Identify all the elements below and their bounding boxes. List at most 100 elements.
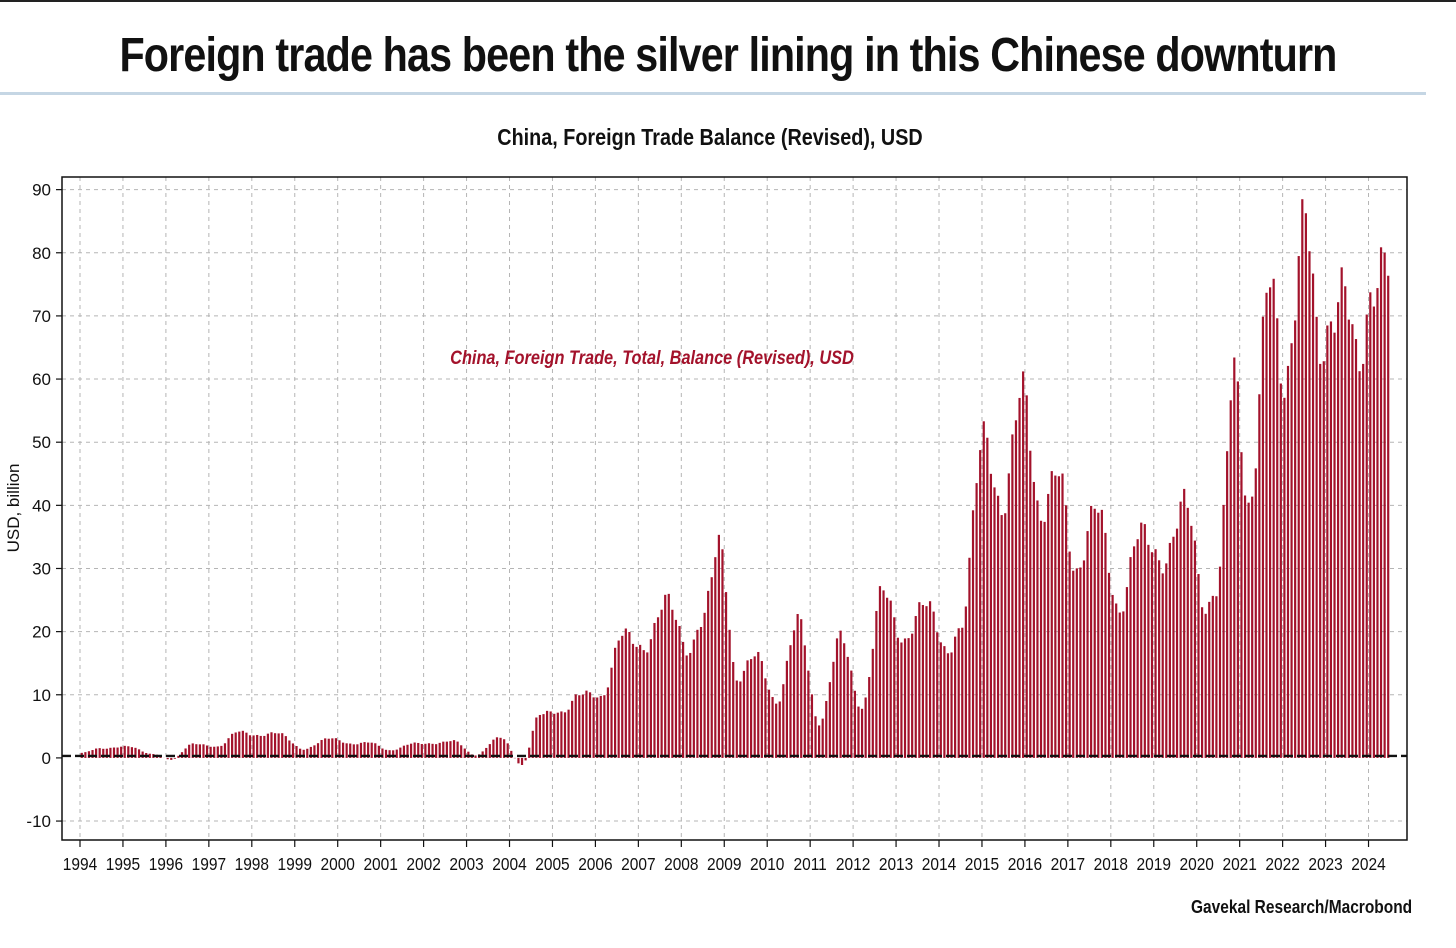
gridlines	[62, 177, 1407, 840]
bar	[1018, 397, 1021, 758]
bar	[764, 678, 767, 758]
top-border	[0, 0, 1456, 2]
bar	[1032, 481, 1035, 758]
bar	[1129, 557, 1132, 758]
bar	[377, 745, 380, 758]
x-tick-label: 2009	[707, 854, 741, 874]
bar	[649, 639, 652, 758]
bar	[610, 667, 613, 758]
bar	[807, 670, 810, 758]
bar	[123, 745, 126, 758]
bar	[1215, 596, 1218, 758]
bar	[1082, 560, 1086, 758]
bar	[91, 750, 94, 758]
bar	[320, 739, 323, 758]
x-tick-label: 2008	[664, 854, 698, 874]
bar	[1272, 278, 1275, 758]
bar	[302, 749, 305, 758]
bar	[964, 606, 967, 758]
bar	[367, 742, 370, 758]
bar	[327, 738, 330, 758]
bar	[599, 695, 602, 758]
x-tick-label: 1995	[106, 854, 140, 874]
bar	[778, 701, 781, 758]
y-tick-label: 40	[32, 496, 51, 515]
bar	[1376, 288, 1379, 758]
bar	[281, 733, 284, 758]
bar	[1004, 513, 1007, 758]
bar	[843, 643, 846, 758]
bar	[782, 684, 785, 758]
bar	[442, 741, 445, 758]
x-tick-label: 2003	[449, 854, 483, 874]
x-tick-label: 2012	[836, 854, 870, 874]
bar	[409, 743, 413, 758]
y-tick-label: 10	[32, 686, 51, 705]
bar	[1047, 493, 1050, 758]
bar	[1236, 381, 1239, 758]
x-axis-ticks: 1994 1995 1996 1997 1998 1999 2000 2001 2002 2003…	[63, 840, 1386, 874]
bar	[818, 725, 821, 758]
bar	[288, 740, 291, 758]
bar	[671, 609, 674, 758]
bar	[395, 749, 398, 758]
x-tick-label: 2021	[1222, 854, 1256, 874]
bar	[542, 714, 545, 758]
bar	[435, 744, 438, 758]
bar	[427, 743, 431, 758]
bar	[1147, 544, 1150, 758]
bar	[717, 534, 720, 758]
x-tick-label: 2022	[1265, 854, 1299, 874]
x-tick-label: 1999	[278, 854, 312, 874]
bar	[581, 694, 584, 758]
bar	[968, 557, 971, 758]
bar	[560, 711, 563, 758]
bar	[678, 626, 681, 758]
bar	[520, 757, 524, 765]
bar	[495, 737, 499, 758]
bar	[1204, 613, 1207, 758]
bar	[345, 743, 348, 758]
x-tick-label: 2018	[1094, 854, 1128, 874]
bar	[1344, 286, 1347, 758]
bar	[989, 473, 993, 758]
bar	[746, 660, 749, 758]
bar	[445, 741, 448, 758]
bar	[685, 655, 688, 758]
headline: Foreign trade has been the silver lining…	[119, 29, 1337, 82]
bar	[313, 745, 316, 758]
bar	[1347, 319, 1350, 758]
bar	[753, 656, 756, 758]
bar	[227, 738, 230, 758]
y-tick-label: 30	[32, 559, 51, 578]
bar	[248, 735, 252, 758]
bar	[767, 689, 771, 758]
bar	[563, 712, 567, 758]
bar	[1075, 568, 1078, 758]
bar	[1054, 475, 1057, 758]
bar	[918, 602, 921, 758]
bar	[528, 747, 531, 758]
bar	[198, 744, 201, 758]
bar	[1283, 397, 1286, 758]
bar	[1383, 252, 1386, 758]
x-tick-label: 2004	[492, 854, 526, 874]
bar	[1369, 292, 1372, 758]
bar	[1007, 473, 1010, 758]
x-tick-label: 2023	[1308, 854, 1342, 874]
bar	[553, 713, 556, 758]
bar	[1333, 332, 1336, 758]
bar	[388, 750, 391, 758]
bar	[588, 692, 592, 758]
bar	[925, 606, 928, 758]
bar	[1222, 504, 1225, 758]
bar	[1276, 318, 1279, 758]
y-tick-label: 20	[32, 623, 51, 642]
bar	[273, 733, 277, 758]
bar	[903, 638, 907, 758]
bar	[1301, 199, 1304, 758]
bar	[238, 731, 241, 758]
bar	[954, 636, 957, 758]
bar	[216, 746, 219, 758]
bar	[359, 742, 363, 758]
